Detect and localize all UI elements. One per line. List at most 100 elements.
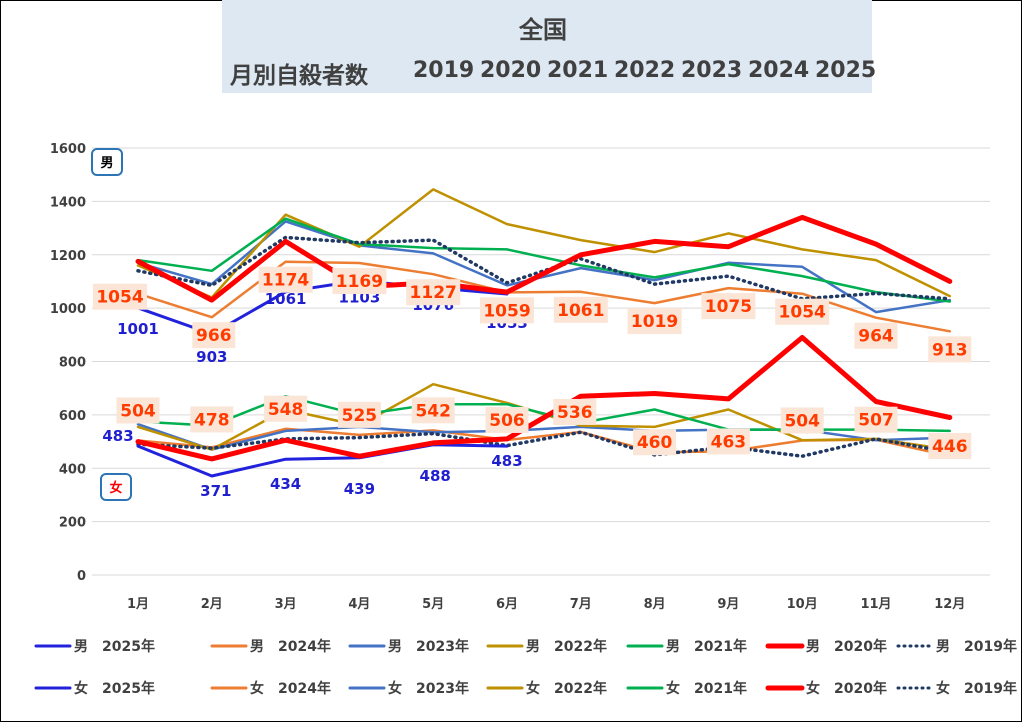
y-tick-label-800: 800 [59, 356, 86, 371]
data-label-male-2024-4-box [332, 268, 387, 295]
year-label-2022: 2022 [614, 58, 676, 83]
legend-label-female-2025: 女 2025年 [74, 680, 155, 697]
year-label-2021: 2021 [547, 58, 609, 83]
x-tick-label-1: 1月 [127, 597, 149, 612]
series-line-male-2021 [136, 217, 952, 303]
data-label-male-2024-4: 1169 [336, 272, 383, 292]
y-tick-label-600: 600 [59, 409, 86, 424]
legend-label-male-2020: 男 2020年 [806, 638, 887, 655]
data-label-male-2024-6: 1059 [483, 301, 530, 321]
data-label-male-2024-3: 1174 [262, 271, 309, 291]
badge-female-box [100, 473, 132, 501]
data-label-female-2024-2: 478 [194, 410, 230, 430]
legend-label-female-2022: 女 2022年 [526, 680, 607, 697]
legend-label-female-2020: 女 2020年 [806, 680, 887, 697]
data-label-male-2024-9: 1075 [705, 297, 752, 317]
chart-subtitle: 月別自殺者数 [230, 63, 368, 89]
data-label-male-2024-1: 1054 [96, 288, 143, 308]
data-label-female-2024-11: 507 [858, 411, 894, 431]
data-label-male-2024-1-box [93, 283, 147, 310]
y-tick-label-0: 0 [77, 569, 86, 584]
x-tick-label-7: 7月 [570, 597, 592, 612]
data-label-female-2025-6: 483 [491, 452, 522, 470]
badge-male-box [91, 148, 123, 176]
x-tick-label-12: 12月 [934, 597, 965, 612]
data-label-female-2024-2-box [190, 406, 234, 433]
title-band: 全国 月別自殺者数 2019 2020 2021 2022 2023 2024 … [222, 0, 876, 93]
y-tick-label-200: 200 [59, 516, 86, 531]
data-label-male-2024-5: 1127 [410, 283, 457, 303]
x-tick-label-5: 5月 [422, 597, 444, 612]
series-line-female-2019 [136, 430, 952, 458]
series-line-male-2019 [136, 235, 952, 301]
badge-male: 男 [100, 156, 113, 171]
x-tick-label-11: 11月 [860, 597, 891, 612]
y-tick-label-1200: 1200 [50, 249, 86, 264]
data-label-female-2024-10-box [780, 407, 824, 434]
x-tick-label-9: 9月 [717, 597, 739, 612]
series-line-female-2020 [135, 335, 953, 462]
data-label-male-2024-9-box [701, 293, 756, 320]
legend-label-female-2019: 女 2019年 [936, 680, 1017, 697]
badge-female: 女 [109, 480, 122, 496]
data-label-female-2024-3-box [264, 395, 308, 422]
y-tick-label-400: 400 [59, 462, 86, 477]
data-label-male-2024-2: 966 [196, 326, 232, 346]
y-tick-label-1400: 1400 [50, 195, 86, 210]
data-label-male-2024-8: 1019 [631, 312, 678, 332]
data-label-male-2024-3-box [258, 266, 313, 293]
data-label-male-2024-5-box [406, 279, 461, 306]
legend-label-male-2023: 男 2023年 [388, 638, 469, 655]
x-tick-label-10: 10月 [787, 597, 818, 612]
data-label-male-2024-12: 913 [932, 340, 968, 360]
data-label-female-2024-6: 506 [489, 411, 525, 431]
data-label-female-2024-5-box [411, 397, 455, 424]
x-tick-label-8: 8月 [644, 597, 666, 612]
year-label-2019: 2019 [413, 58, 475, 83]
year-label-2020: 2020 [480, 58, 542, 83]
x-tick-label-4: 4月 [348, 597, 370, 612]
data-label-male-2024-10: 1054 [779, 303, 826, 323]
data-label-male-2024-11-box [854, 322, 898, 349]
data-label-female-2024-11-box [854, 406, 898, 433]
data-label-male-2024-6-box [480, 297, 534, 324]
data-label-female-2024-7: 536 [557, 403, 593, 423]
data-label-female-2025-4: 439 [344, 480, 375, 498]
legend-label-male-2022: 男 2022年 [526, 638, 607, 655]
data-label-female-2024-5: 542 [415, 401, 451, 421]
y-tick-label-1600: 1600 [50, 142, 86, 157]
data-label-male-2024-8-box [627, 308, 682, 335]
legend-label-male-2024: 男 2024年 [250, 638, 331, 655]
data-label-female-2024-9: 463 [711, 432, 747, 452]
series-line-female-2025 [136, 443, 509, 478]
legend-label-female-2024: 女 2024年 [250, 680, 331, 697]
data-label-female-2024-10: 504 [784, 411, 820, 431]
y-tick-label-1000: 1000 [50, 302, 86, 317]
data-label-male-2024-12-box [928, 336, 972, 363]
data-label-female-2024-1: 504 [120, 401, 156, 421]
data-label-female-2024-7-box [553, 398, 597, 425]
data-label-male-2024-7-box [553, 296, 608, 323]
data-label-female-2024-4-box [337, 401, 381, 428]
year-label-2024: 2024 [748, 58, 810, 83]
year-label-2025: 2025 [815, 58, 877, 83]
data-label-female-2024-4: 525 [342, 406, 378, 426]
data-label-female-2024-3: 548 [268, 400, 304, 420]
data-label-female-2025-1: 483 [102, 427, 133, 445]
legend-label-male-2019: 男 2019年 [936, 638, 1017, 655]
legend-label-male-2021: 男 2021年 [666, 638, 747, 655]
x-tick-label-2: 2月 [201, 597, 223, 612]
data-label-female-2025-2: 371 [200, 482, 231, 500]
data-label-female-2025-3: 434 [270, 475, 301, 493]
data-label-male-2025-1: 1001 [117, 320, 159, 338]
chart-title: 全国 [519, 16, 567, 44]
series-line-male-2023 [136, 220, 952, 314]
data-label-female-2024-1-box [116, 397, 160, 424]
data-label-male-2024-2-box [192, 322, 236, 349]
data-label-male-2025-3: 1061 [265, 290, 307, 308]
x-tick-label-3: 3月 [275, 597, 297, 612]
data-label-female-2024-8-box [633, 429, 677, 456]
series-line-female-2021 [136, 394, 952, 433]
year-label-2023: 2023 [681, 58, 743, 83]
